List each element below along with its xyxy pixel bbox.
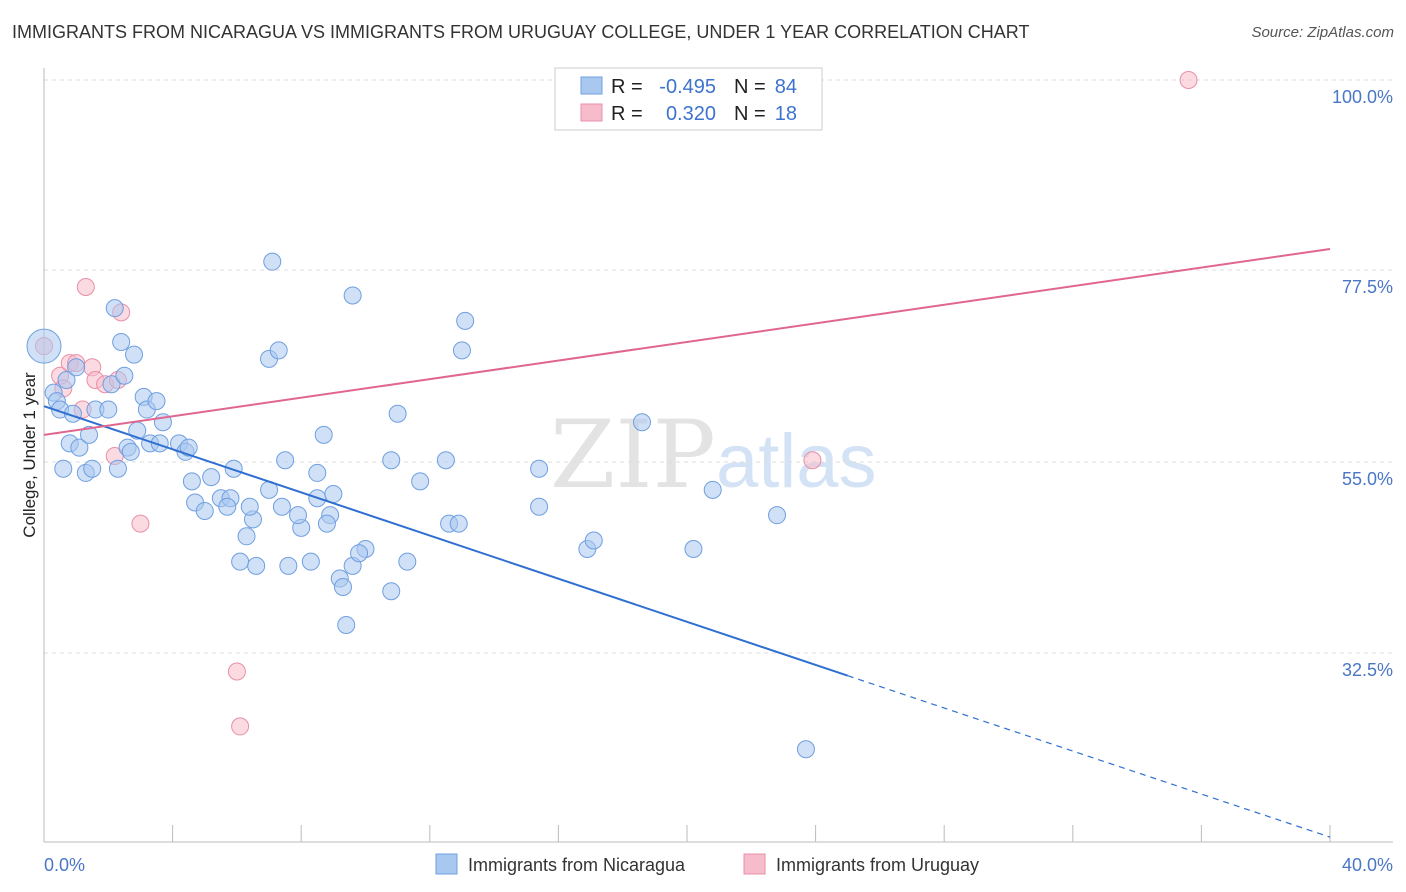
legend-n-value-1: 84 xyxy=(775,76,797,98)
nicaragua-point xyxy=(350,544,369,563)
bottom-legend-swatch-nicaragua xyxy=(435,853,458,875)
nicaragua-point xyxy=(105,299,124,318)
nicaragua-point xyxy=(301,552,320,571)
nicaragua-point xyxy=(632,413,651,432)
nicaragua-point xyxy=(388,404,407,423)
x-tick-label: 0.0% xyxy=(44,855,85,875)
uruguay-trend-line xyxy=(43,248,1331,436)
chart-title: IMMIGRANTS FROM NICARAGUA VS IMMIGRANTS … xyxy=(12,22,1030,42)
y-axis-title: College, Under 1 year xyxy=(20,372,39,538)
bottom-legend-label-uruguay: Immigrants from Uruguay xyxy=(776,855,979,875)
uruguay-point xyxy=(76,278,95,297)
nicaragua-point xyxy=(333,578,352,596)
y-tick-label: 55.0% xyxy=(1342,469,1393,489)
nicaragua-point xyxy=(684,539,703,558)
nicaragua-point xyxy=(70,438,89,457)
nicaragua-point xyxy=(240,497,259,516)
legend: R = -0.495 N = 84 R = 0.320 N = 18 xyxy=(554,67,823,131)
nicaragua-point xyxy=(263,252,282,271)
nicaragua-point xyxy=(121,442,140,461)
nicaragua-point xyxy=(54,459,73,478)
nicaragua-point xyxy=(703,480,722,499)
nicaragua-point xyxy=(584,531,603,550)
nicaragua-point xyxy=(125,345,144,364)
nicaragua-trend-extension xyxy=(847,675,1331,838)
watermark-zip: ZIP xyxy=(550,401,716,510)
x-tick-label: 40.0% xyxy=(1342,855,1393,875)
nicaragua-point xyxy=(279,556,298,575)
nicaragua-point xyxy=(452,341,471,360)
y-tick-label: 77.5% xyxy=(1342,277,1393,297)
nicaragua-point xyxy=(231,552,250,571)
axes xyxy=(43,68,1393,843)
uruguay-point xyxy=(131,514,150,533)
nicaragua-point xyxy=(436,451,455,470)
legend-r-label-2: R = xyxy=(611,103,643,125)
trend-lines xyxy=(43,248,1331,838)
nicaragua-points xyxy=(26,252,815,759)
nicaragua-point xyxy=(314,425,333,444)
nicaragua-point xyxy=(288,506,307,525)
nicaragua-point xyxy=(324,485,343,504)
legend-n-label-2: N = xyxy=(734,103,766,125)
nicaragua-point xyxy=(796,740,815,759)
nicaragua-point xyxy=(182,472,201,491)
nicaragua-point xyxy=(57,370,76,389)
bottom-legend: Immigrants from Nicaragua Immigrants fro… xyxy=(435,853,979,875)
uruguay-point xyxy=(231,717,250,736)
tick-labels: 32.5% 55.0% 77.5% 100.0% 0.0% 40.0% xyxy=(44,87,1393,875)
chart-source: Source: ZipAtlas.com xyxy=(1251,24,1394,41)
nicaragua-point xyxy=(411,472,430,491)
y-tick-label: 100.0% xyxy=(1332,87,1393,107)
nicaragua-point xyxy=(80,425,99,444)
nicaragua-point xyxy=(26,328,62,364)
nicaragua-point xyxy=(382,451,401,470)
nicaragua-point xyxy=(83,459,102,478)
nicaragua-point xyxy=(449,514,468,533)
nicaragua-point xyxy=(237,527,256,546)
nicaragua-point xyxy=(337,616,356,635)
uruguay-point xyxy=(803,451,822,470)
nicaragua-point xyxy=(308,463,327,482)
nicaragua-trend-line xyxy=(43,405,849,677)
uruguay-point xyxy=(1179,71,1198,89)
nicaragua-point xyxy=(247,556,266,575)
nicaragua-point xyxy=(195,501,214,520)
nicaragua-point xyxy=(224,459,243,478)
nicaragua-point xyxy=(99,400,118,419)
nicaragua-point xyxy=(115,366,134,385)
nicaragua-point xyxy=(179,438,198,457)
legend-n-value-2: 18 xyxy=(775,103,797,125)
nicaragua-point xyxy=(398,552,417,571)
uruguay-point xyxy=(227,662,246,681)
nicaragua-point xyxy=(272,497,291,516)
legend-r-value-2: 0.320 xyxy=(666,103,716,125)
nicaragua-point xyxy=(147,392,166,411)
nicaragua-point xyxy=(269,341,288,360)
legend-n-label-1: N = xyxy=(734,76,766,98)
nicaragua-point xyxy=(150,434,169,453)
nicaragua-point xyxy=(276,451,295,470)
legend-r-value-1: -0.495 xyxy=(659,76,716,98)
legend-swatch-nicaragua xyxy=(580,76,603,95)
y-tick-label: 32.5% xyxy=(1342,660,1393,680)
nicaragua-point xyxy=(317,514,336,533)
bottom-legend-label-nicaragua: Immigrants from Nicaragua xyxy=(468,855,686,875)
nicaragua-point xyxy=(768,506,787,525)
nicaragua-point xyxy=(530,459,549,478)
nicaragua-point xyxy=(218,497,237,516)
nicaragua-point xyxy=(108,459,127,478)
bottom-legend-swatch-uruguay xyxy=(743,853,766,875)
nicaragua-point xyxy=(202,468,221,487)
nicaragua-point xyxy=(343,286,362,305)
nicaragua-point xyxy=(112,332,131,351)
nicaragua-point xyxy=(456,311,475,330)
legend-r-label-1: R = xyxy=(611,76,643,98)
legend-swatch-uruguay xyxy=(580,103,603,122)
nicaragua-point xyxy=(530,497,549,516)
nicaragua-point xyxy=(102,375,121,394)
nicaragua-point xyxy=(382,582,401,601)
nicaragua-point xyxy=(67,358,86,377)
